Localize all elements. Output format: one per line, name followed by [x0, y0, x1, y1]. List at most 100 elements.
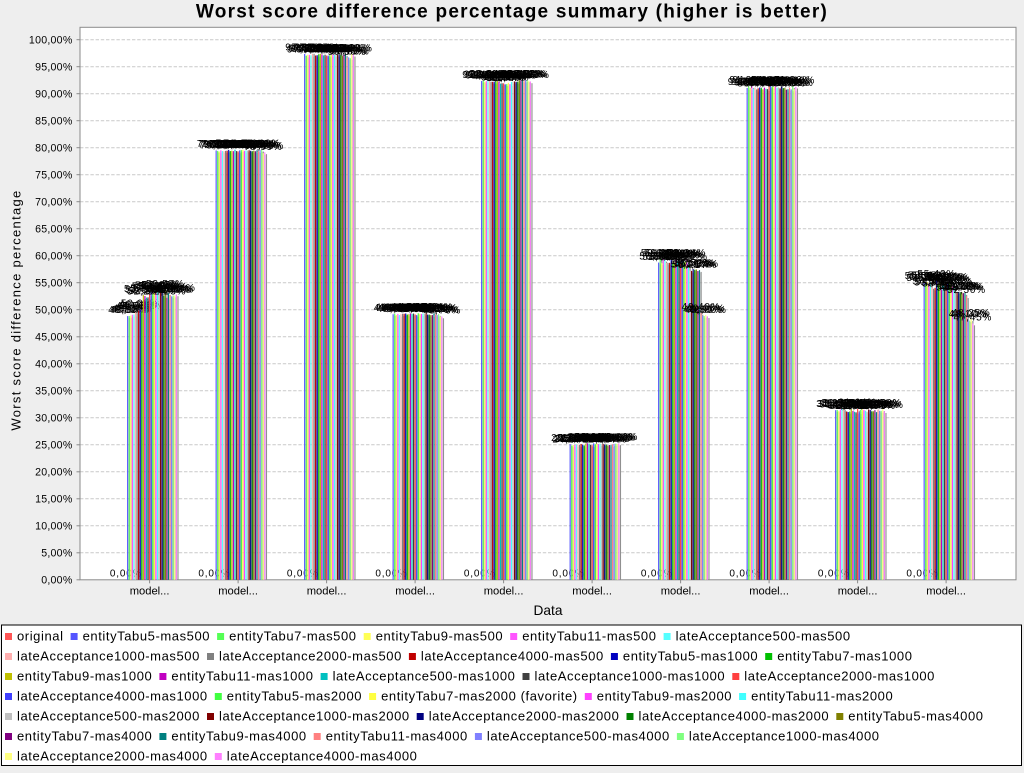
svg-text:91,25%: 91,25%	[754, 76, 793, 87]
svg-text:97,39%: 97,39%	[295, 43, 334, 54]
svg-text:53,99%: 53,99%	[935, 277, 974, 288]
svg-text:5,00%: 5,00%	[41, 547, 73, 559]
svg-text:79,58%: 79,58%	[241, 139, 280, 150]
svg-text:92,50%: 92,50%	[508, 69, 547, 80]
svg-text:97,07%: 97,07%	[307, 44, 346, 55]
svg-text:31,51%: 31,51%	[824, 398, 863, 409]
svg-text:58,91%: 58,91%	[666, 250, 705, 261]
svg-text:52,64%: 52,64%	[155, 284, 194, 295]
svg-text:25,03%: 25,03%	[563, 433, 602, 444]
svg-text:92,54%: 92,54%	[470, 69, 509, 80]
svg-text:91,33%: 91,33%	[753, 75, 792, 86]
svg-text:48,76%: 48,76%	[422, 305, 461, 316]
svg-text:90,97%: 90,97%	[734, 77, 773, 88]
svg-text:78,99%: 78,99%	[244, 142, 283, 153]
svg-text:90,83%: 90,83%	[769, 78, 808, 89]
svg-text:24,96%: 24,96%	[554, 434, 593, 445]
svg-text:31,01%: 31,01%	[857, 401, 896, 412]
svg-text:58,68%: 58,68%	[649, 252, 688, 263]
svg-text:31,49%: 31,49%	[859, 399, 898, 410]
svg-text:58,62%: 58,62%	[669, 252, 708, 263]
svg-text:91,38%: 91,38%	[729, 75, 768, 86]
svg-text:49,25%: 49,25%	[393, 303, 432, 314]
svg-text:49,40%: 49,40%	[682, 302, 721, 313]
svg-text:49,27%: 49,27%	[383, 303, 422, 314]
svg-text:97,08%: 97,08%	[296, 44, 335, 55]
svg-text:91,93%: 91,93%	[483, 72, 522, 83]
svg-text:50,00%: 50,00%	[35, 304, 73, 316]
svg-text:91,12%: 91,12%	[758, 76, 797, 87]
svg-text:0,00%: 0,00%	[41, 574, 73, 586]
svg-text:91,37%: 91,37%	[751, 75, 790, 86]
svg-text:25,11%: 25,11%	[551, 433, 589, 444]
svg-text:entityTabu11-mas1000: entityTabu11-mas1000	[171, 669, 313, 684]
svg-text:49,33%: 49,33%	[391, 302, 430, 313]
svg-text:79,43%: 79,43%	[231, 140, 270, 151]
svg-text:91,13%: 91,13%	[770, 76, 809, 87]
svg-text:entityTabu11-mas4000: entityTabu11-mas4000	[326, 729, 468, 744]
svg-text:24,86%: 24,86%	[582, 434, 621, 445]
svg-text:97,21%: 97,21%	[288, 44, 327, 55]
svg-text:25,28%: 25,28%	[568, 432, 607, 443]
svg-text:92,24%: 92,24%	[498, 70, 537, 81]
svg-text:57,41%: 57,41%	[675, 259, 714, 270]
svg-text:97,31%: 97,31%	[299, 43, 338, 54]
svg-text:79,53%: 79,53%	[230, 139, 269, 150]
svg-text:31,01%: 31,01%	[837, 401, 876, 412]
svg-text:92,52%: 92,52%	[506, 69, 545, 80]
svg-text:entityTabu9-mas4000: entityTabu9-mas4000	[171, 729, 306, 744]
svg-text:92,43%: 92,43%	[505, 69, 544, 80]
svg-text:24,98%: 24,98%	[556, 434, 595, 445]
svg-text:model...: model...	[572, 586, 612, 598]
svg-text:52,25%: 52,25%	[127, 286, 166, 297]
svg-text:25,14%: 25,14%	[562, 433, 601, 444]
svg-text:49,01%: 49,01%	[411, 304, 450, 315]
svg-text:92,46%: 92,46%	[469, 69, 508, 80]
svg-text:entityTabu5-mas2000: entityTabu5-mas2000	[227, 689, 362, 704]
svg-text:79,50%: 79,50%	[227, 139, 266, 150]
svg-text:90,00%: 90,00%	[35, 88, 73, 100]
svg-text:54,64%: 54,64%	[931, 274, 970, 285]
svg-text:30,00%: 30,00%	[35, 412, 73, 424]
svg-text:52,68%: 52,68%	[151, 284, 190, 295]
svg-text:52,63%: 52,63%	[154, 284, 193, 295]
svg-text:54,29%: 54,29%	[933, 275, 972, 286]
svg-text:49,23%: 49,23%	[379, 303, 418, 314]
svg-text:lateAcceptance1000-mas1000: lateAcceptance1000-mas1000	[535, 669, 726, 684]
svg-text:57,25%: 57,25%	[671, 259, 710, 270]
svg-text:55,10%: 55,10%	[920, 271, 959, 282]
svg-text:59,34%: 59,34%	[668, 248, 707, 259]
svg-text:lateAcceptance2000-mas1000: lateAcceptance2000-mas1000	[744, 669, 935, 684]
svg-text:0,00%: 0,00%	[110, 568, 142, 579]
svg-text:97,22%: 97,22%	[306, 43, 345, 54]
svg-text:92,41%: 92,41%	[509, 70, 548, 81]
svg-text:52,82%: 52,82%	[130, 283, 169, 294]
svg-text:entityTabu11-mas2000: entityTabu11-mas2000	[751, 689, 893, 704]
svg-text:31,46%: 31,46%	[851, 399, 890, 410]
svg-text:25,26%: 25,26%	[599, 432, 638, 443]
svg-text:97,25%: 97,25%	[317, 43, 356, 54]
svg-text:0,00%: 0,00%	[198, 568, 230, 579]
svg-text:49,12%: 49,12%	[388, 303, 427, 314]
svg-text:91,32%: 91,32%	[750, 75, 789, 86]
svg-text:lateAcceptance500-mas4000: lateAcceptance500-mas4000	[487, 729, 670, 744]
svg-text:54,06%: 54,06%	[916, 277, 955, 288]
svg-text:10,00%: 10,00%	[35, 520, 73, 532]
svg-text:91,11%: 91,11%	[742, 77, 780, 88]
svg-text:model...: model...	[307, 586, 347, 598]
svg-text:59,29%: 59,29%	[660, 248, 699, 259]
svg-text:97,13%: 97,13%	[310, 44, 349, 55]
svg-text:79,64%: 79,64%	[216, 138, 255, 149]
svg-text:90,81%: 90,81%	[743, 78, 782, 89]
svg-text:0,00%: 0,00%	[641, 568, 673, 579]
svg-text:55,06%: 55,06%	[905, 271, 944, 282]
svg-text:49,17%: 49,17%	[389, 303, 428, 314]
svg-text:97,21%: 97,21%	[334, 44, 373, 55]
svg-text:entityTabu7-mas2000 (favorite): entityTabu7-mas2000 (favorite)	[381, 689, 578, 704]
svg-text:35,00%: 35,00%	[35, 385, 73, 397]
svg-text:0,00%: 0,00%	[729, 568, 761, 579]
svg-text:49,05%: 49,05%	[686, 304, 725, 315]
svg-text:25,03%: 25,03%	[557, 433, 596, 444]
svg-text:91,17%: 91,17%	[759, 76, 798, 87]
svg-text:31,56%: 31,56%	[843, 398, 882, 409]
